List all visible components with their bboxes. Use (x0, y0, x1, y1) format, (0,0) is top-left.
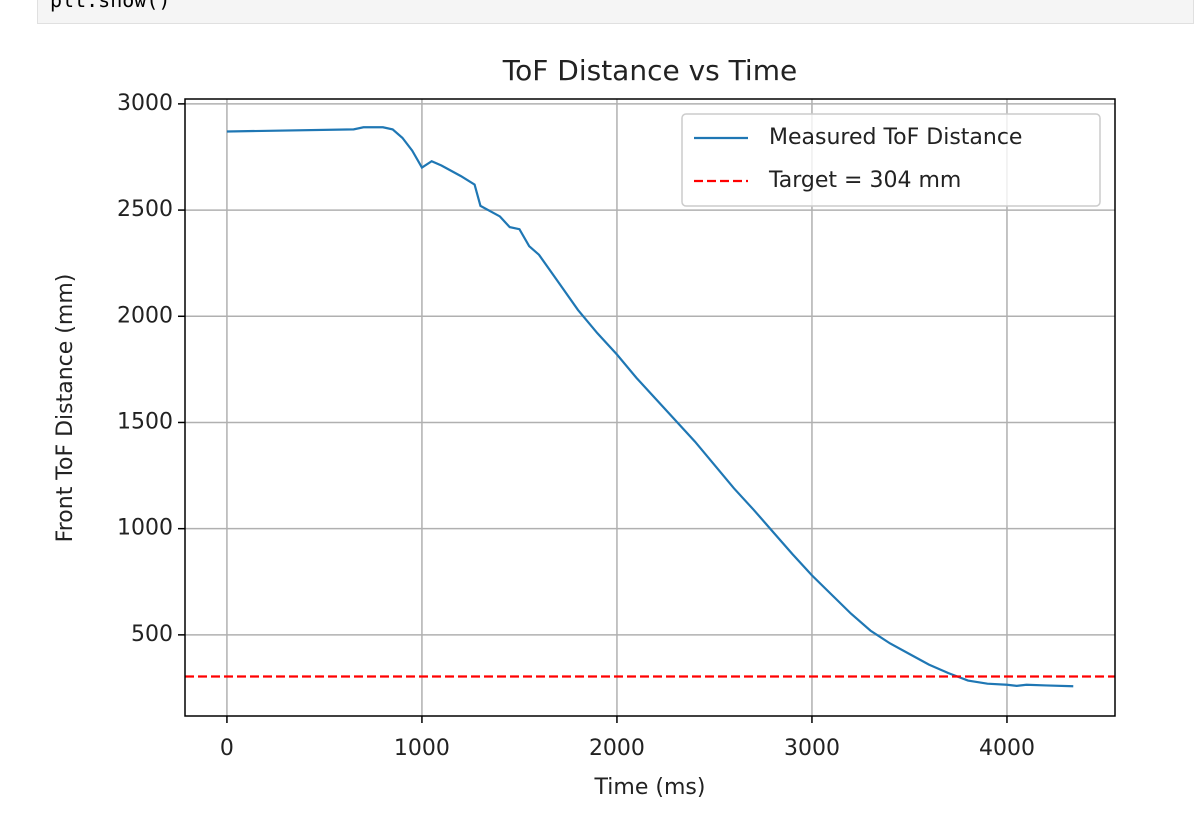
y-tick-label: 2500 (117, 197, 173, 222)
y-tick-label: 500 (131, 622, 173, 647)
x-tick-label: 1000 (394, 736, 450, 761)
x-tick-label: 3000 (784, 736, 840, 761)
legend-label: Measured ToF Distance (769, 125, 1022, 150)
y-tick-label: 1500 (117, 409, 173, 434)
chart-title: ToF Distance vs Time (502, 54, 797, 87)
y-axis-label: Front ToF Distance (mm) (53, 274, 78, 543)
y-tick-label: 2000 (117, 303, 173, 328)
legend-label: Target = 304 mm (768, 168, 961, 193)
code-cell: plt.show() (37, 0, 1194, 24)
x-tick-label: 0 (220, 736, 234, 761)
legend-box (681, 113, 1101, 207)
data-line (226, 126, 1074, 688)
x-tick-label: 2000 (589, 736, 645, 761)
x-axis-label: Time (ms) (594, 775, 706, 800)
x-tick-label: 4000 (979, 736, 1035, 761)
plot-frame (184, 98, 1116, 717)
y-tick-label: 3000 (117, 91, 173, 116)
y-tick-label: 1000 (117, 516, 173, 541)
